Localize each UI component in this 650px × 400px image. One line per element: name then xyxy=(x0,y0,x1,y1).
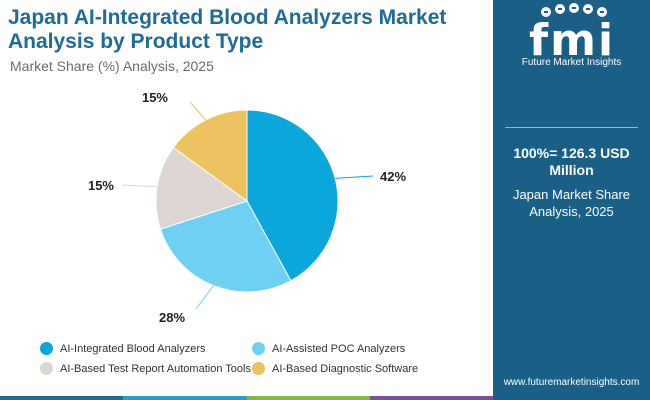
legend-item-ai-assisted-poc-analyzers: AI-Assisted POC Analyzers xyxy=(252,342,405,355)
data-label-ai-based-test-report-automation-tools: 15% xyxy=(88,178,114,193)
accent-segment xyxy=(369,396,493,400)
data-label-ai-assisted-poc-analyzers: 28% xyxy=(159,310,185,325)
pie-chart: 42% 28% 15% 15% xyxy=(88,90,406,325)
legend-swatch xyxy=(252,362,265,375)
market-share-note: Japan Market Share Analysis, 2025 xyxy=(512,187,631,219)
accent-segment xyxy=(123,396,247,400)
pie-slice-ai-integrated-blood-analyzers xyxy=(246,109,339,282)
logo-mark: fmi xyxy=(529,15,615,66)
leader-line-ai-integrated-blood-analyzers xyxy=(335,175,374,179)
divider xyxy=(505,127,638,128)
accent-segment xyxy=(246,396,370,400)
data-label-ai-integrated-blood-analyzers: 42% xyxy=(380,169,406,184)
bottom-accent-bar xyxy=(0,396,493,400)
legend-item-ai-integrated-blood-analyzers: AI-Integrated Blood Analyzers xyxy=(40,342,206,355)
brand-name: Future Market Insights xyxy=(521,57,622,68)
data-label-ai-based-diagnostic-software: 15% xyxy=(142,90,168,105)
chart-title: Japan AI-Integrated Blood Analyzers Mark… xyxy=(8,6,447,53)
legend-item-ai-based-diagnostic-software: AI-Based Diagnostic Software xyxy=(252,362,418,375)
legend-swatch xyxy=(40,362,53,375)
website-link[interactable]: www.futuremarketinsights.com xyxy=(503,377,640,388)
chart-subtitle: Market Share (%) Analysis, 2025 xyxy=(10,58,214,74)
legend-label: AI-Based Diagnostic Software xyxy=(272,362,419,375)
pie-slice-ai-assisted-poc-analyzers xyxy=(159,200,292,293)
legend-label: AI-Assisted POC Analyzers xyxy=(272,342,406,355)
total-market-value: 100%= 126.3 USD Million xyxy=(513,145,630,178)
legend-label: AI-Integrated Blood Analyzers xyxy=(60,342,206,355)
legend-label: AI-Based Test Report Automation Tools xyxy=(60,362,251,375)
pie-slice-ai-based-diagnostic-software xyxy=(172,109,248,202)
leader-line-ai-assisted-poc-analyzers xyxy=(195,285,214,310)
legend-swatch xyxy=(40,342,53,355)
leader-line-ai-based-diagnostic-software xyxy=(189,101,207,121)
pie-slice-ai-based-test-report-automation-tools xyxy=(155,146,249,230)
legend-swatch xyxy=(252,342,265,355)
fmi-logo: fmi xyxy=(529,3,615,66)
legend-item-ai-based-test-report-automation-tools: AI-Based Test Report Automation Tools xyxy=(40,362,251,375)
accent-segment xyxy=(0,396,124,400)
sidebar-panel: fmi Future Market Insights 100%= 126.3 U… xyxy=(493,0,650,400)
leader-line-ai-based-test-report-automation-tools xyxy=(121,184,158,188)
